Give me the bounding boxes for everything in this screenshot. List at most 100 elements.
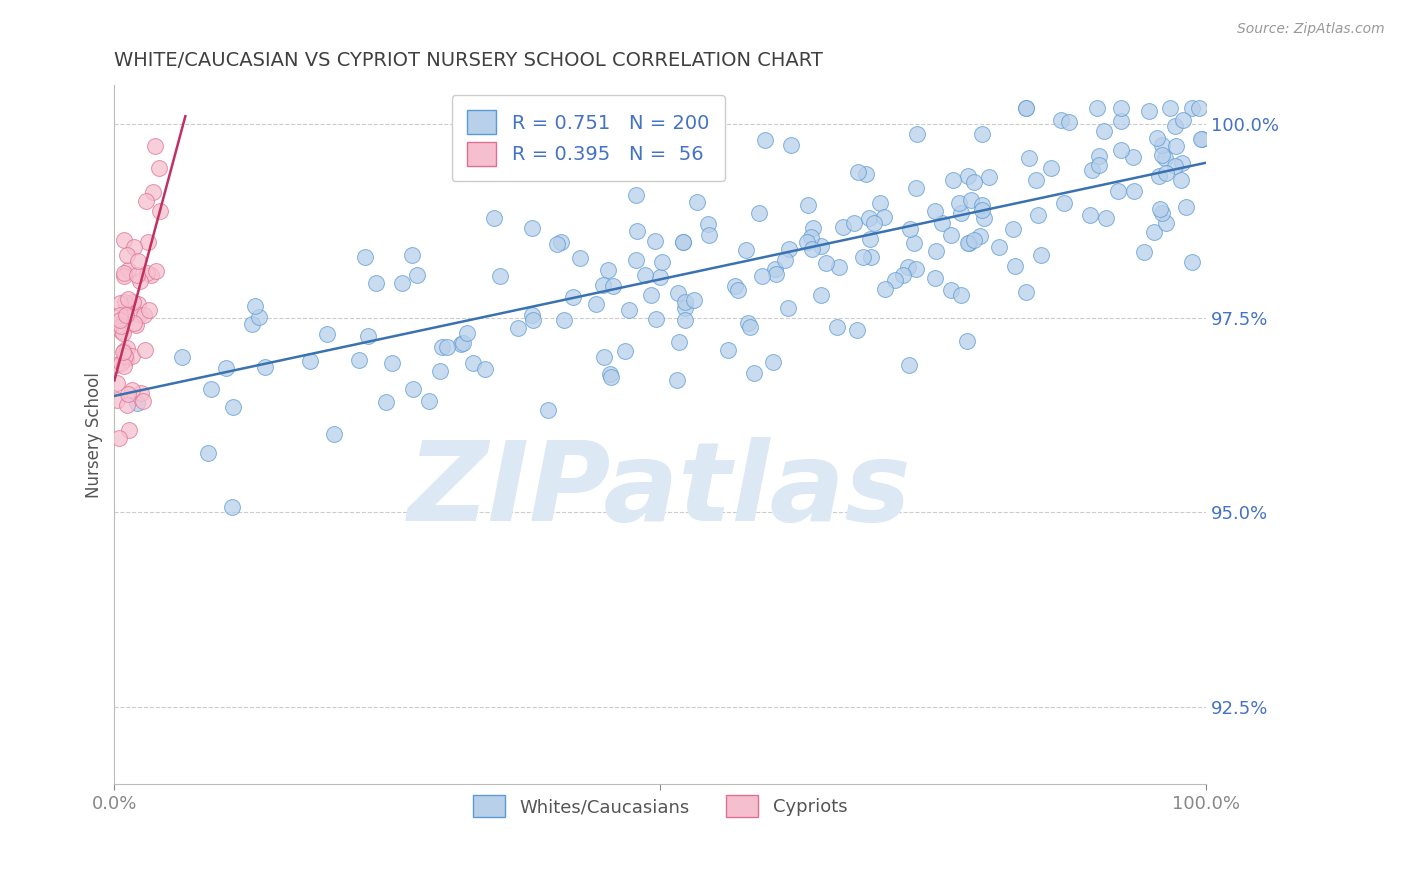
Point xyxy=(1015,285,1038,300)
Point xyxy=(1107,184,1129,198)
Point xyxy=(957,236,980,251)
Point xyxy=(148,161,170,176)
Point xyxy=(599,367,621,381)
Point xyxy=(118,423,141,437)
Point xyxy=(748,206,770,220)
Point xyxy=(672,235,695,249)
Point xyxy=(1191,132,1213,146)
Point xyxy=(852,250,875,264)
Point xyxy=(138,303,160,318)
Point xyxy=(810,239,832,253)
Point xyxy=(1025,173,1047,187)
Point xyxy=(855,167,877,181)
Point xyxy=(1149,202,1171,216)
Point xyxy=(197,446,219,460)
Point xyxy=(956,236,979,251)
Point xyxy=(568,251,591,265)
Point xyxy=(644,234,666,248)
Point xyxy=(142,186,165,200)
Point xyxy=(640,288,662,302)
Point xyxy=(778,242,800,256)
Point xyxy=(114,349,136,363)
Point xyxy=(1166,139,1188,153)
Point xyxy=(624,187,647,202)
Point xyxy=(1188,102,1211,116)
Point xyxy=(925,244,948,259)
Point xyxy=(143,139,166,153)
Point xyxy=(1088,158,1111,172)
Point xyxy=(141,268,163,282)
Point xyxy=(1029,248,1052,262)
Point xyxy=(316,326,339,341)
Point xyxy=(859,232,882,246)
Point xyxy=(391,276,413,290)
Point xyxy=(972,127,994,141)
Point xyxy=(111,344,134,359)
Point xyxy=(124,240,146,254)
Point xyxy=(904,261,927,276)
Point xyxy=(1175,200,1198,214)
Point xyxy=(108,309,131,323)
Point xyxy=(132,394,155,409)
Point xyxy=(778,301,800,315)
Point xyxy=(364,277,387,291)
Point xyxy=(825,320,848,334)
Y-axis label: Nursery School: Nursery School xyxy=(86,372,103,498)
Point xyxy=(873,282,896,296)
Point xyxy=(114,295,136,310)
Point xyxy=(891,268,914,282)
Point xyxy=(1081,162,1104,177)
Point xyxy=(1181,102,1204,116)
Point xyxy=(828,260,851,275)
Point xyxy=(1004,259,1026,273)
Point xyxy=(697,218,720,232)
Point xyxy=(114,307,136,321)
Point xyxy=(221,500,243,514)
Point xyxy=(593,350,616,364)
Text: ZIPatlas: ZIPatlas xyxy=(408,437,912,544)
Point xyxy=(110,296,132,310)
Point xyxy=(356,329,378,343)
Point xyxy=(773,253,796,268)
Point xyxy=(401,248,423,262)
Point xyxy=(651,254,673,268)
Point xyxy=(451,335,474,350)
Point xyxy=(863,216,886,230)
Point xyxy=(696,166,718,180)
Point xyxy=(1154,166,1177,180)
Point xyxy=(634,268,657,282)
Point xyxy=(737,316,759,330)
Point xyxy=(1094,211,1116,225)
Point xyxy=(963,175,986,189)
Point xyxy=(149,204,172,219)
Point xyxy=(858,211,880,225)
Point xyxy=(624,252,647,267)
Point xyxy=(129,274,152,288)
Point xyxy=(800,230,823,244)
Point xyxy=(110,313,132,327)
Point xyxy=(135,194,157,209)
Text: WHITE/CAUCASIAN VS CYPRIOT NURSERY SCHOOL CORRELATION CHART: WHITE/CAUCASIAN VS CYPRIOT NURSERY SCHOO… xyxy=(114,51,824,70)
Point xyxy=(931,216,953,230)
Point xyxy=(1015,102,1038,116)
Point xyxy=(243,299,266,313)
Point xyxy=(1180,255,1202,269)
Point xyxy=(742,366,765,380)
Point xyxy=(1171,156,1194,170)
Point xyxy=(1123,184,1146,198)
Point xyxy=(666,373,689,387)
Point xyxy=(117,262,139,277)
Point xyxy=(1057,115,1080,129)
Point xyxy=(381,356,404,370)
Point xyxy=(1150,138,1173,153)
Point xyxy=(240,317,263,331)
Point xyxy=(450,336,472,351)
Point xyxy=(546,236,568,251)
Point xyxy=(1164,120,1187,134)
Point xyxy=(222,400,245,414)
Point xyxy=(138,235,160,250)
Point xyxy=(406,268,429,282)
Point xyxy=(672,235,695,249)
Point xyxy=(474,361,496,376)
Point xyxy=(482,211,505,226)
